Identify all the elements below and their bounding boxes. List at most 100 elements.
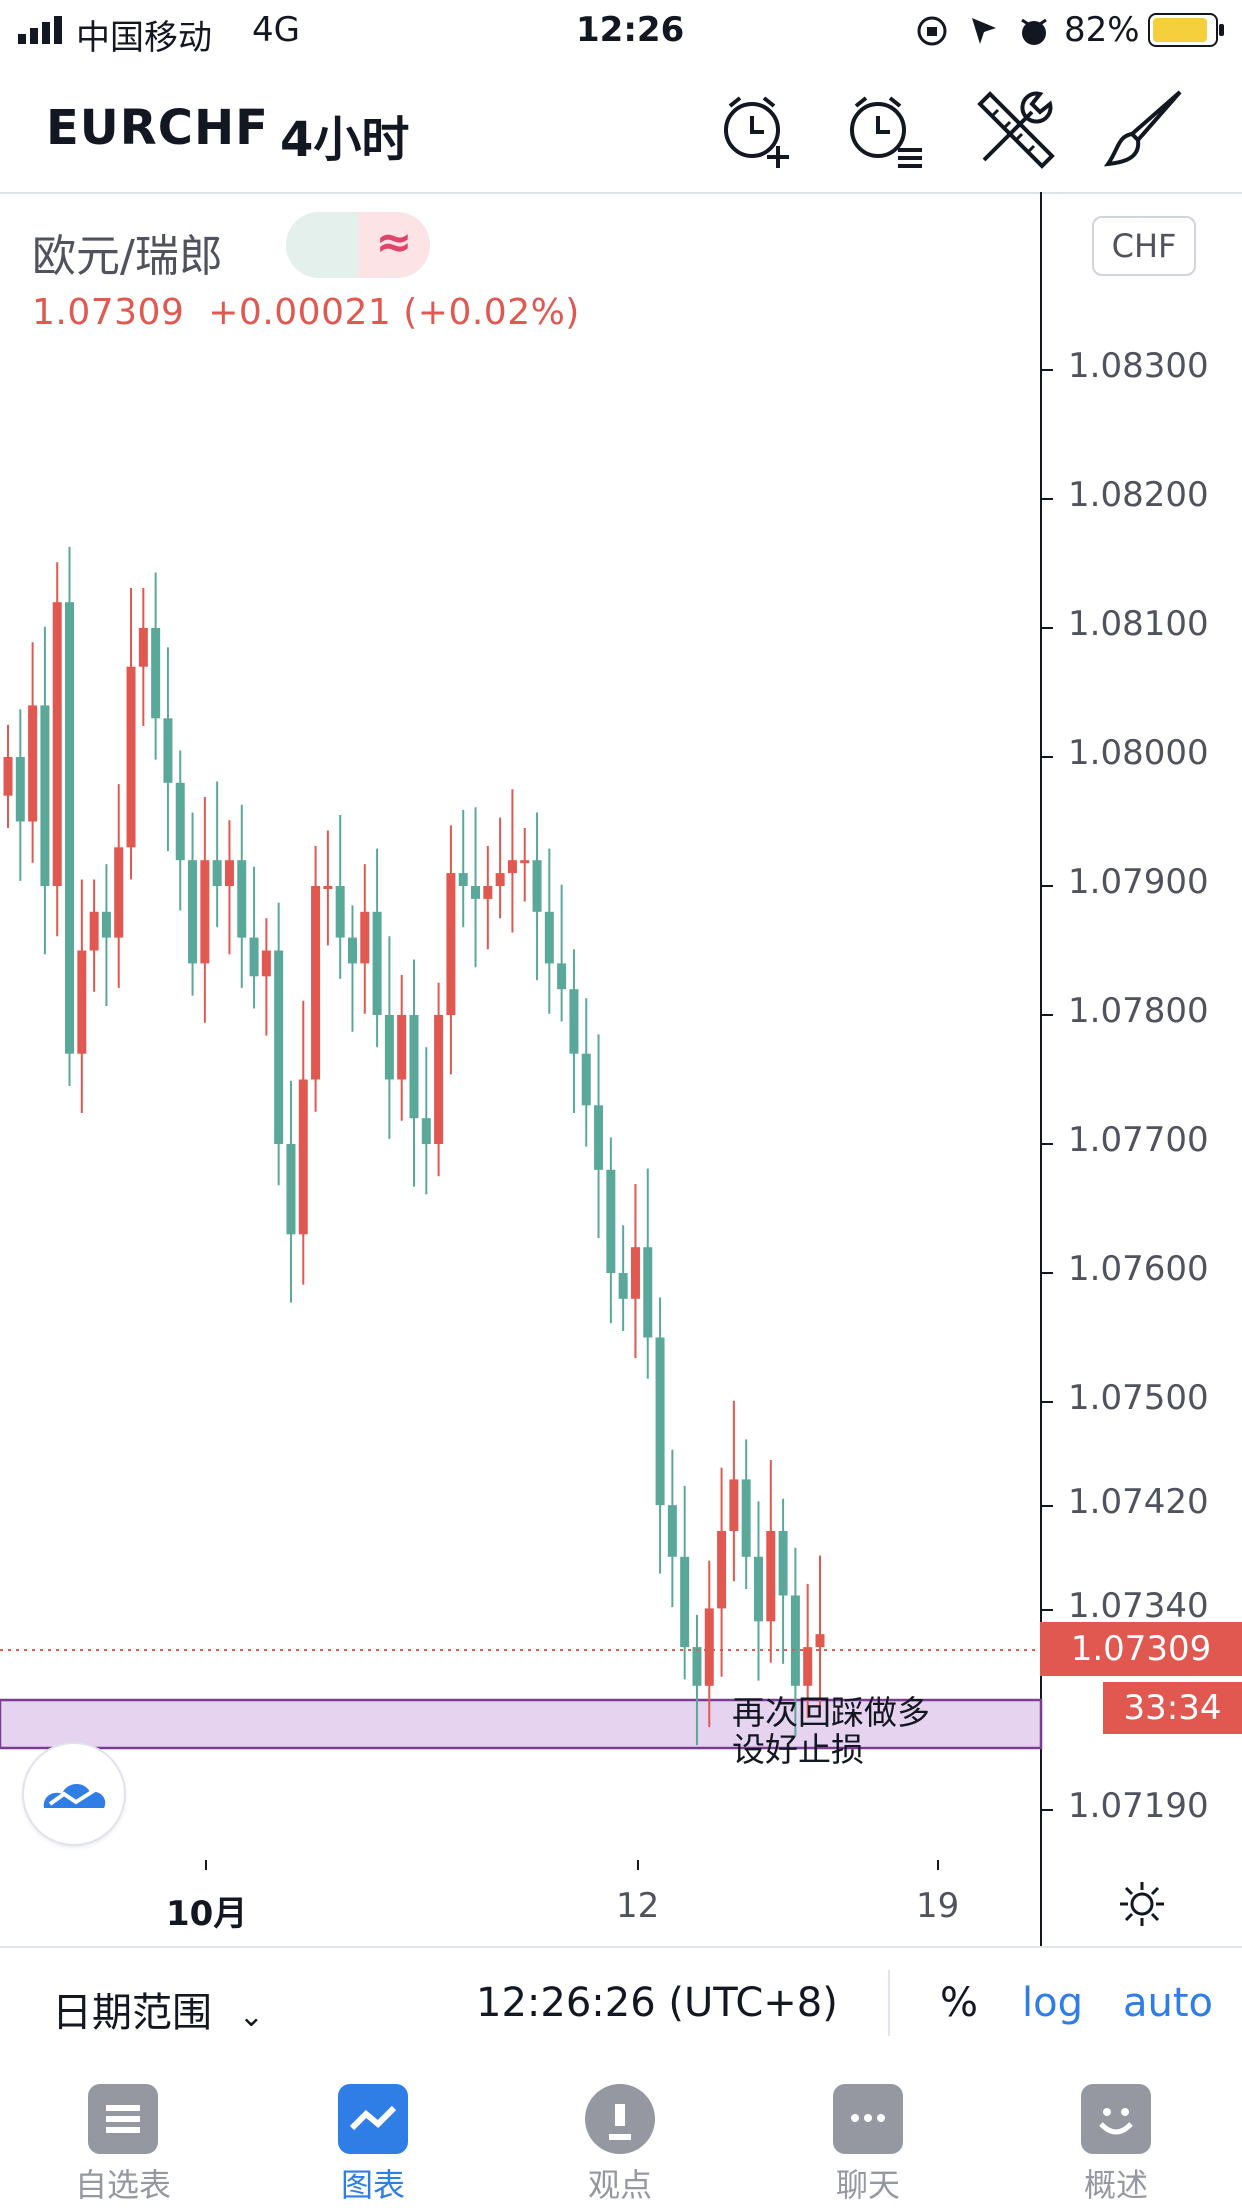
candle-body <box>126 666 136 848</box>
candle-body <box>766 1531 776 1622</box>
x-label-12: 12 <box>616 1886 660 1926</box>
y-label: 1.07340 <box>1068 1586 1209 1626</box>
settings-gear-icon[interactable] <box>1118 1880 1166 1928</box>
y-label: 1.07190 <box>1068 1786 1209 1826</box>
compare-toggle[interactable]: ≈ <box>286 212 430 278</box>
y-label: 1.07600 <box>1068 1249 1209 1289</box>
brush-icon[interactable] <box>1098 84 1188 174</box>
candle-body <box>138 628 148 667</box>
status-time: 12:26 <box>576 10 685 50</box>
candle-body <box>335 886 345 938</box>
candlestick-chart[interactable] <box>0 192 1242 1946</box>
y-label: 1.08200 <box>1068 475 1209 515</box>
candle-body <box>618 1273 628 1299</box>
zone-annotation[interactable]: 再次回踩做多 设好止损 <box>732 1694 930 1768</box>
symbol-button[interactable]: EURCHF <box>46 100 269 156</box>
candle-body <box>741 1479 751 1557</box>
last-price-badge: 1.07309 <box>1040 1622 1242 1676</box>
carrier-label: 中国移动 <box>76 18 212 58</box>
logo-button[interactable] <box>24 1744 124 1844</box>
tab-watchlist[interactable]: 自选表 <box>43 2084 203 2204</box>
candle-body <box>65 602 75 1054</box>
candle-body <box>347 937 357 964</box>
candle-body <box>753 1556 763 1622</box>
candle-body <box>384 1015 394 1080</box>
tab-ideas[interactable]: 观点 <box>540 2084 700 2204</box>
candle-body <box>544 911 554 964</box>
tab-label: 观点 <box>587 2166 652 2204</box>
bar-countdown-badge: 33:34 <box>1103 1682 1242 1734</box>
candle-body <box>581 1053 591 1106</box>
candle-body <box>790 1595 800 1686</box>
instrument-name[interactable]: 欧元/瑞郎 <box>32 231 223 282</box>
tab-overview[interactable]: 概述 <box>1036 2084 1196 2204</box>
candles <box>3 546 825 1746</box>
candle-body <box>261 950 271 977</box>
clock-timezone[interactable]: 12:26:26 (UTC+8) <box>476 1980 838 2026</box>
candle-body <box>409 1015 419 1119</box>
approx-icon: ≈ <box>358 212 430 278</box>
date-range-button[interactable]: 日期范围 ⌄ <box>52 1980 264 2038</box>
alarm-add-icon[interactable] <box>712 84 802 174</box>
candle-body <box>495 873 505 886</box>
candle-body <box>323 886 333 889</box>
candle-body <box>520 860 530 864</box>
candle-body <box>717 1531 727 1609</box>
candle-body <box>483 886 493 899</box>
annotation-line-2: 设好止损 <box>732 1730 864 1769</box>
currency-badge[interactable]: CHF <box>1092 216 1196 276</box>
candle-body <box>471 886 481 899</box>
divider <box>888 1970 890 2036</box>
alarm-list-icon[interactable] <box>838 84 928 174</box>
percent-scale-button[interactable]: % <box>940 1980 979 2026</box>
battery-label: 82% <box>1064 10 1140 50</box>
candle-body <box>274 950 284 1144</box>
candle-body <box>298 1079 308 1235</box>
tab-chart[interactable]: 图表 <box>293 2084 453 2204</box>
y-label: 1.07700 <box>1068 1120 1209 1160</box>
candle-body <box>286 1144 296 1235</box>
candle-body <box>606 1169 616 1273</box>
chart-area[interactable] <box>0 192 1242 1946</box>
y-label: 1.07500 <box>1068 1378 1209 1418</box>
tab-label: 图表 <box>340 2166 405 2204</box>
candle-body <box>680 1556 690 1648</box>
candle-body <box>643 1247 653 1338</box>
candle-body <box>188 860 198 964</box>
tools-icon[interactable] <box>970 84 1060 174</box>
candle-body <box>803 1647 813 1686</box>
cloud-chart-icon <box>43 1783 106 1808</box>
candle-body <box>163 718 173 783</box>
candle-body <box>594 1105 604 1170</box>
candle-body <box>446 873 456 1015</box>
candle-body <box>815 1634 825 1648</box>
candle-body <box>557 963 567 990</box>
support-zone[interactable] <box>0 1698 1043 1750</box>
chart-header: EURCHF 4小时 <box>0 62 1242 194</box>
interval-button[interactable]: 4小时 <box>280 112 410 168</box>
candle-body <box>89 911 99 951</box>
tab-chat[interactable]: 聊天 <box>788 2084 948 2204</box>
watchlist-icon <box>88 2084 158 2154</box>
candle-body <box>40 705 50 886</box>
candle-body <box>372 911 382 1015</box>
y-label: 1.08100 <box>1068 604 1209 644</box>
candle-body <box>311 886 321 1080</box>
auto-scale-button[interactable]: auto <box>1123 1980 1214 2026</box>
tab-label: 自选表 <box>74 2166 171 2204</box>
candle-body <box>52 602 62 886</box>
status-bar: 中国移动 4G 12:26 82% <box>0 0 1242 62</box>
tab-label: 概述 <box>1083 2166 1148 2204</box>
candle-body <box>778 1531 788 1596</box>
date-range-label: 日期范围 <box>52 1990 212 2036</box>
chat-icon <box>833 2084 903 2154</box>
log-scale-button[interactable]: log <box>1022 1980 1083 2026</box>
candle-body <box>237 860 247 938</box>
candle-body <box>114 847 124 938</box>
legend-price: 1.07309 +0.00021 (+0.02%) <box>32 292 580 333</box>
candle-body <box>212 860 222 886</box>
overview-icon <box>1081 2084 1151 2154</box>
y-label: 1.07900 <box>1068 862 1209 902</box>
candle-body <box>569 989 579 1054</box>
ideas-icon <box>585 2084 655 2154</box>
